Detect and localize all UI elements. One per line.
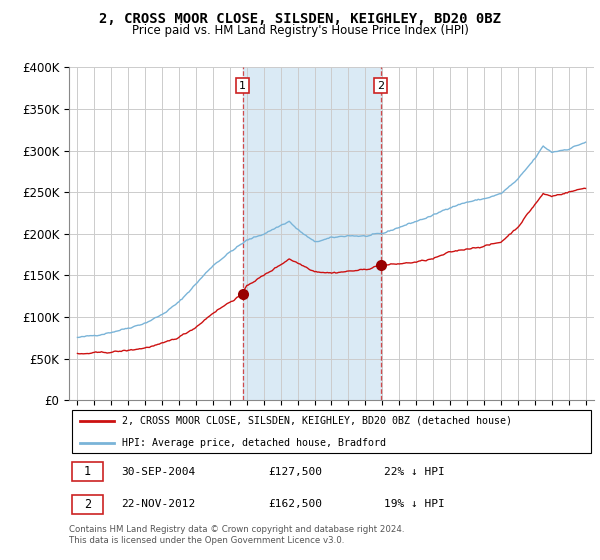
Text: 22% ↓ HPI: 22% ↓ HPI bbox=[384, 466, 445, 477]
Text: 1: 1 bbox=[239, 81, 246, 91]
FancyBboxPatch shape bbox=[71, 463, 103, 481]
Text: 2, CROSS MOOR CLOSE, SILSDEN, KEIGHLEY, BD20 0BZ: 2, CROSS MOOR CLOSE, SILSDEN, KEIGHLEY, … bbox=[99, 12, 501, 26]
Text: Price paid vs. HM Land Registry's House Price Index (HPI): Price paid vs. HM Land Registry's House … bbox=[131, 24, 469, 36]
Text: 1: 1 bbox=[84, 465, 91, 478]
Text: £127,500: £127,500 bbox=[269, 466, 323, 477]
Text: 2: 2 bbox=[84, 498, 91, 511]
Text: 2, CROSS MOOR CLOSE, SILSDEN, KEIGHLEY, BD20 0BZ (detached house): 2, CROSS MOOR CLOSE, SILSDEN, KEIGHLEY, … bbox=[121, 416, 511, 426]
Text: 2: 2 bbox=[377, 81, 384, 91]
Text: 30-SEP-2004: 30-SEP-2004 bbox=[121, 466, 196, 477]
Text: 19% ↓ HPI: 19% ↓ HPI bbox=[384, 500, 445, 510]
Text: Contains HM Land Registry data © Crown copyright and database right 2024.
This d: Contains HM Land Registry data © Crown c… bbox=[69, 525, 404, 545]
Bar bbox=[242, 67, 380, 400]
Text: HPI: Average price, detached house, Bradford: HPI: Average price, detached house, Brad… bbox=[121, 438, 386, 448]
Text: 22-NOV-2012: 22-NOV-2012 bbox=[121, 500, 196, 510]
Text: £162,500: £162,500 bbox=[269, 500, 323, 510]
FancyBboxPatch shape bbox=[71, 495, 103, 514]
FancyBboxPatch shape bbox=[71, 410, 592, 454]
